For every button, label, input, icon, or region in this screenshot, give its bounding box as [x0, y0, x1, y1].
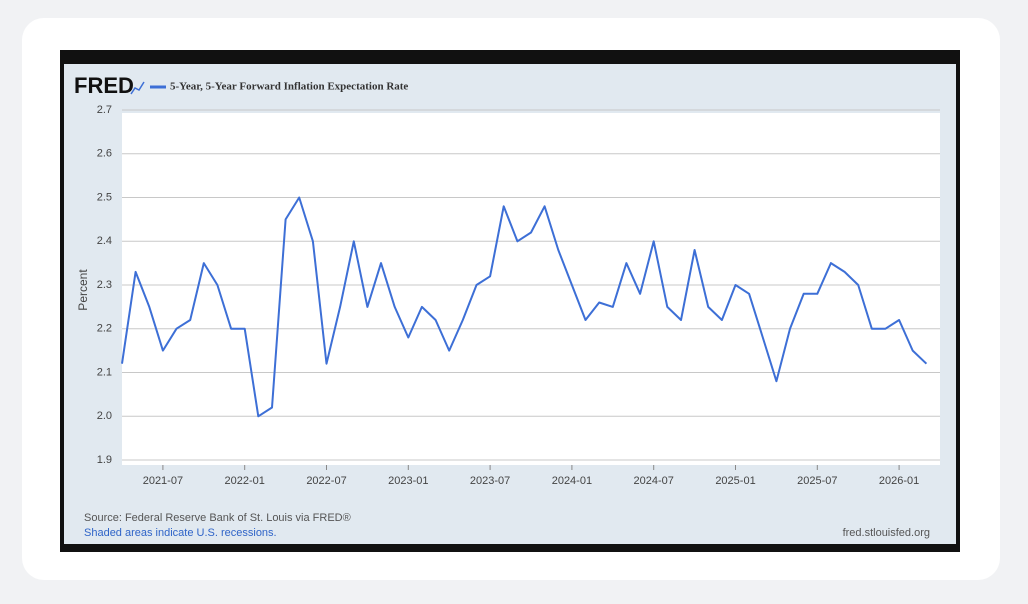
logo: FRED	[74, 73, 134, 98]
x-tick-label: 2022-07	[306, 475, 346, 487]
note: Shaded areas indicate U.S. recessions.	[84, 527, 277, 539]
y-tick-label: 1.9	[97, 454, 112, 466]
y-tick-label: 2.0	[97, 410, 112, 422]
x-tick-label: 2023-01	[388, 475, 428, 487]
x-tick-label: 2022-01	[225, 475, 265, 487]
y-tick-label: 2.3	[97, 279, 112, 291]
y-tick-label: 2.4	[97, 235, 112, 247]
x-tick-label: 2025-01	[715, 475, 755, 487]
y-tick-label: 2.2	[97, 323, 112, 335]
data-line	[121, 196, 928, 418]
x-tick-label: 2026-01	[879, 475, 919, 487]
logo-icon	[130, 81, 145, 95]
source: Source: Federal Reserve Bank of St. Loui…	[84, 512, 351, 524]
site: fred.stlouisfed.org	[843, 527, 930, 539]
legend-label: 5-Year, 5-Year Forward Inflation Expecta…	[170, 81, 408, 93]
x-tick-label: 2023-07	[470, 475, 510, 487]
x-tick-label: 2024-01	[552, 475, 592, 487]
x-tick-label: 2024-07	[634, 475, 674, 487]
y-axis-label: Percent	[76, 269, 90, 311]
y-tick-label: 2.1	[97, 366, 112, 378]
y-tick-label: 2.6	[97, 148, 112, 160]
plot-area	[122, 113, 940, 465]
x-tick-label: 2025-07	[797, 475, 837, 487]
y-tick-label: 2.7	[97, 104, 112, 116]
y-tick-label: 2.5	[97, 191, 112, 203]
x-tick-label: 2021-07	[143, 475, 183, 487]
